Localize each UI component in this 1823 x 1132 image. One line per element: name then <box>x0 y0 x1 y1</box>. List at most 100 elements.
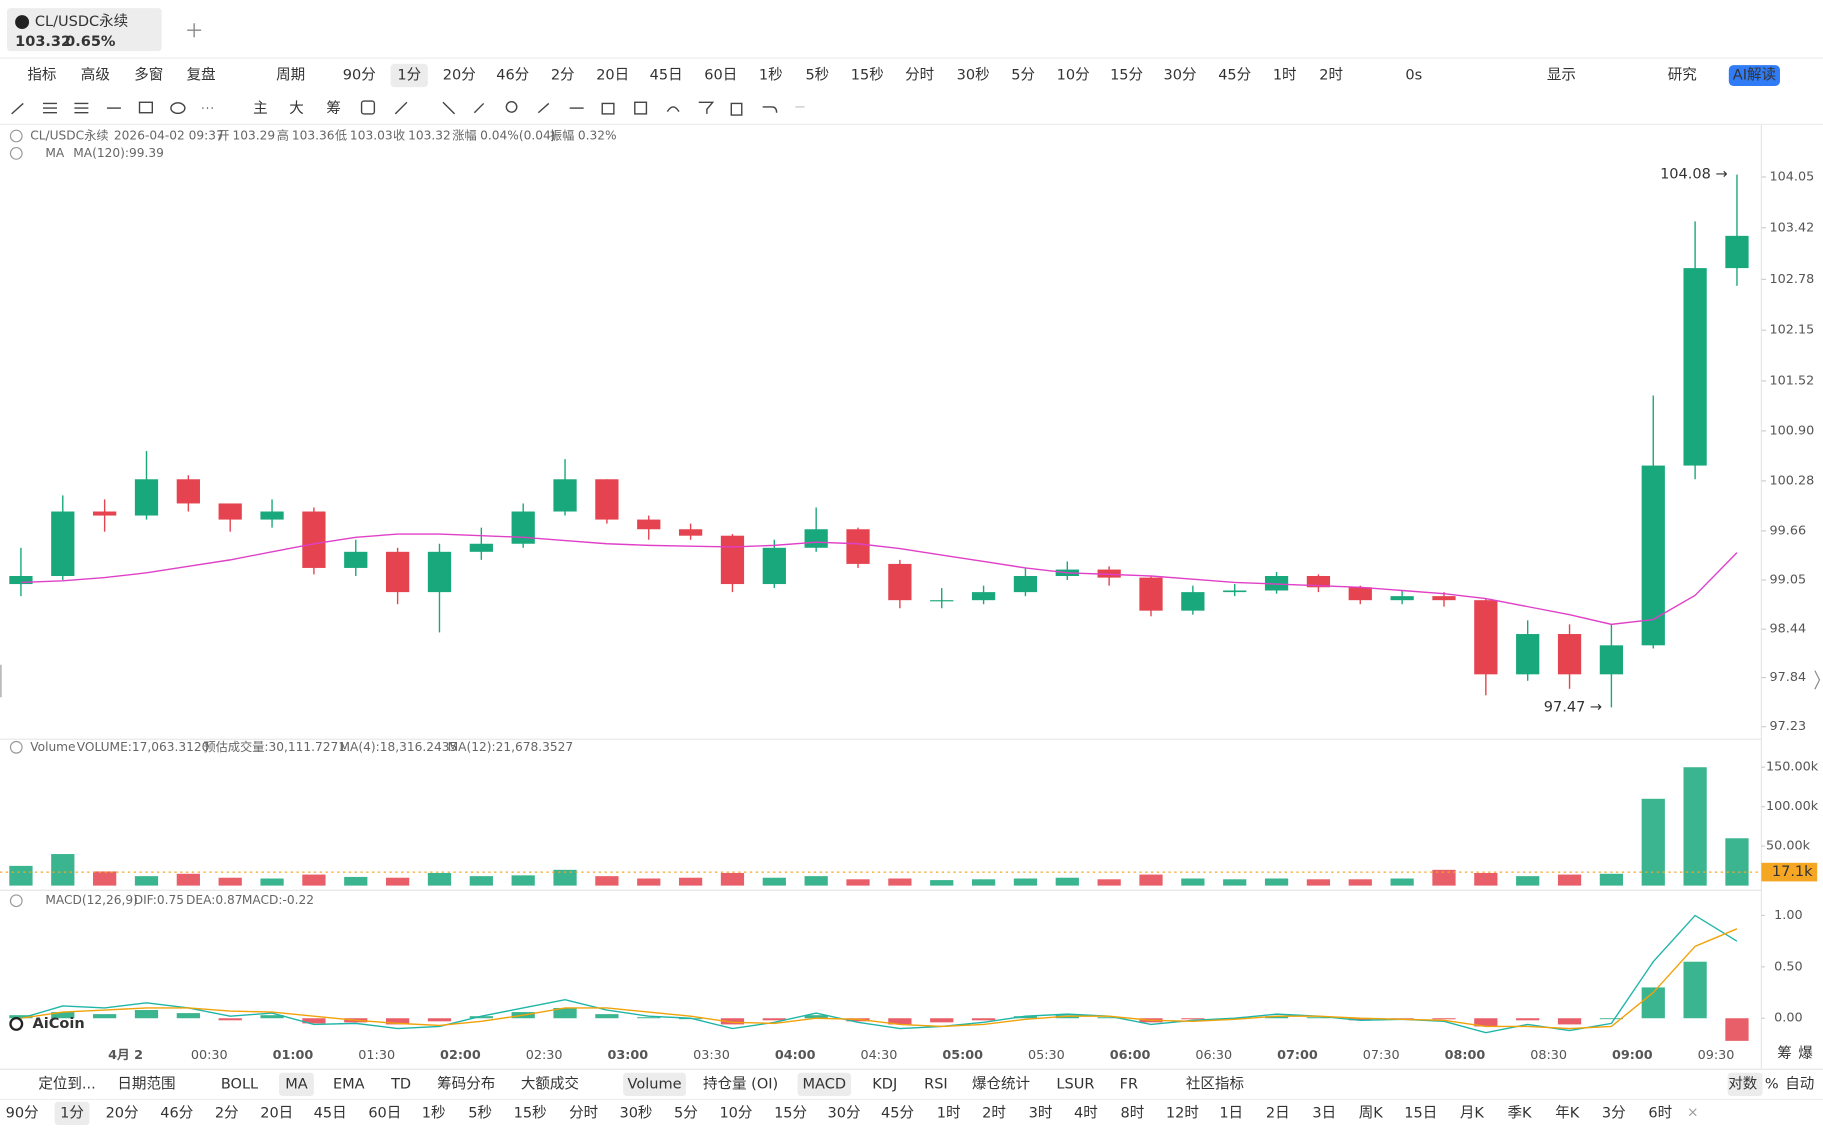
period-button[interactable]: 46分 <box>496 67 529 84</box>
sub-indicator-button[interactable]: Volume <box>628 1076 682 1092</box>
period-button[interactable]: 30秒 <box>957 67 990 84</box>
drawing-tool[interactable]: 筹 <box>326 100 341 117</box>
locate-button[interactable]: 定位到... <box>38 1075 95 1092</box>
ai-button[interactable] <box>1728 65 1780 87</box>
bottom-period[interactable]: 8时 <box>1121 1104 1145 1121</box>
period-button[interactable]: 5分 <box>1011 67 1035 84</box>
scale-button[interactable]: 对数 <box>1728 1075 1758 1092</box>
tab-icon <box>15 15 30 30</box>
bottom-period[interactable]: 30秒 <box>619 1104 652 1121</box>
period-button[interactable]: 10分 <box>1057 67 1090 84</box>
bottom-period[interactable]: 30分 <box>828 1104 861 1121</box>
indicator-button[interactable]: MA <box>285 1076 308 1092</box>
bottom-period[interactable]: 2日 <box>1266 1105 1290 1121</box>
period-button[interactable]: 5秒 <box>805 67 829 84</box>
period-button[interactable]: 90分 <box>343 67 376 84</box>
toolbar-item[interactable]: 复盘 <box>187 66 216 84</box>
drawing-tool[interactable]: 大 <box>289 100 304 117</box>
toolbar-item[interactable]: 多窗 <box>134 66 163 84</box>
period-button[interactable]: 45日 <box>650 68 683 84</box>
panel-toggle[interactable] <box>1814 670 1821 690</box>
period-button[interactable]: 15秒 <box>851 67 884 84</box>
period-button[interactable]: 2时 <box>1319 67 1343 84</box>
indicator-button[interactable]: EMA <box>333 1076 365 1092</box>
ai-button-label[interactable]: AI解读 <box>1733 67 1776 84</box>
indicator-button[interactable]: 筹码分布 <box>437 1075 495 1092</box>
bottom-period[interactable]: 1秒 <box>422 1104 446 1121</box>
toolbar-item[interactable]: 显示 <box>1547 68 1576 84</box>
period-button[interactable]: 2分 <box>551 67 575 84</box>
bottom-period[interactable]: 5分 <box>674 1104 698 1121</box>
bottom-period[interactable]: 4时 <box>1074 1104 1098 1121</box>
toolbar-item[interactable]: 研究 <box>1668 67 1697 84</box>
bottom-period[interactable]: 3时 <box>1029 1104 1053 1121</box>
bottom-period[interactable]: 46分 <box>160 1104 193 1121</box>
period-button[interactable]: 20分 <box>443 67 476 84</box>
bottom-period[interactable]: 季K <box>1508 1104 1533 1121</box>
bottom-period[interactable]: 1分 <box>60 1104 84 1121</box>
volume-bar <box>595 876 619 886</box>
bottom-period[interactable]: 12时 <box>1166 1104 1199 1121</box>
bottom-period[interactable]: 10分 <box>719 1104 752 1121</box>
toolbar-item[interactable]: 0s <box>1405 68 1422 84</box>
toolbar-item[interactable]: 指标 <box>27 67 56 84</box>
bottom-period[interactable]: 1时 <box>937 1104 961 1121</box>
bottom-period[interactable]: 45日 <box>314 1105 347 1121</box>
period-button[interactable]: 分时 <box>905 67 934 84</box>
candle-body <box>1264 575 1289 591</box>
toolbar-item[interactable]: 高级 <box>81 67 111 84</box>
bottom-period[interactable]: 分时 <box>569 1104 598 1121</box>
collapse-icon[interactable] <box>9 147 23 160</box>
period-button[interactable]: 1秒 <box>759 67 783 84</box>
tab[interactable] <box>6 8 162 52</box>
sub-indicator-button[interactable]: 持仓量 (OI) <box>703 1075 778 1092</box>
scale-button[interactable]: 自动 <box>1785 1075 1814 1092</box>
drawing-tool[interactable]: 主 <box>253 100 268 117</box>
bottom-period[interactable]: 周K <box>1359 1104 1384 1121</box>
bottom-period[interactable]: 15秒 <box>514 1104 547 1121</box>
x-tick-label: 07:30 <box>1363 1048 1400 1063</box>
date-range-button[interactable]: 日期范围 <box>117 1075 175 1092</box>
bottom-period[interactable]: 45分 <box>881 1104 914 1121</box>
sub-indicator-button[interactable]: RSI <box>924 1076 948 1092</box>
period-button[interactable]: 1时 <box>1273 67 1297 84</box>
bottom-period[interactable]: 3分 <box>1602 1104 1626 1121</box>
bottom-period[interactable]: 90分 <box>6 1104 39 1121</box>
bottom-period[interactable]: 6时 <box>1648 1104 1672 1121</box>
sub-indicator-button[interactable]: KDJ <box>872 1076 897 1092</box>
collapse-icon[interactable] <box>9 129 23 143</box>
indicator-button[interactable]: 大额成交 <box>521 1074 579 1092</box>
scale-button[interactable]: % <box>1765 1076 1779 1092</box>
bottom-period[interactable]: 2分 <box>215 1104 239 1121</box>
period-button[interactable]: 60日 <box>704 68 737 84</box>
bottom-period[interactable]: 3日 <box>1312 1105 1336 1121</box>
sub-indicator-button[interactable]: LSUR <box>1056 1076 1094 1092</box>
sub-indicator-button[interactable]: 社区指标 <box>1186 1075 1244 1092</box>
bottom-period[interactable]: 月K <box>1460 1105 1485 1121</box>
bottom-period[interactable]: 20分 <box>106 1104 139 1121</box>
bottom-period[interactable]: 20日 <box>260 1105 293 1121</box>
period-button[interactable]: 15分 <box>1110 67 1143 84</box>
bottom-period[interactable]: 2时 <box>982 1104 1006 1121</box>
bottom-period[interactable]: 年K <box>1555 1104 1580 1121</box>
period-button[interactable]: 20日 <box>596 68 629 84</box>
period-button[interactable]: 30分 <box>1164 67 1197 84</box>
bottom-period[interactable]: 15分 <box>774 1104 807 1121</box>
period-label[interactable]: 周期 <box>276 67 305 84</box>
period-button[interactable]: 45分 <box>1218 67 1251 84</box>
bottom-period[interactable]: 1日 <box>1219 1105 1243 1121</box>
bottom-period[interactable]: 15日 <box>1404 1105 1437 1121</box>
period-button[interactable]: 1分 <box>397 67 421 84</box>
indicator-button[interactable]: BOLL <box>221 1076 259 1092</box>
sub-indicator-button[interactable]: MACD <box>803 1076 847 1092</box>
indicator-button[interactable]: TD <box>390 1076 411 1092</box>
collapse-icon[interactable] <box>9 894 23 908</box>
bottom-period[interactable]: 5秒 <box>468 1104 492 1121</box>
macd-bar <box>427 1018 452 1022</box>
collapse-icon[interactable] <box>9 740 23 754</box>
sub-indicator-button[interactable]: FR <box>1120 1076 1138 1092</box>
close-icon[interactable] <box>1688 1108 1697 1117</box>
sub-indicator-button[interactable]: 爆仓统计 <box>972 1075 1030 1092</box>
add-tab[interactable] <box>187 23 202 38</box>
bottom-period[interactable]: 60日 <box>368 1105 401 1121</box>
